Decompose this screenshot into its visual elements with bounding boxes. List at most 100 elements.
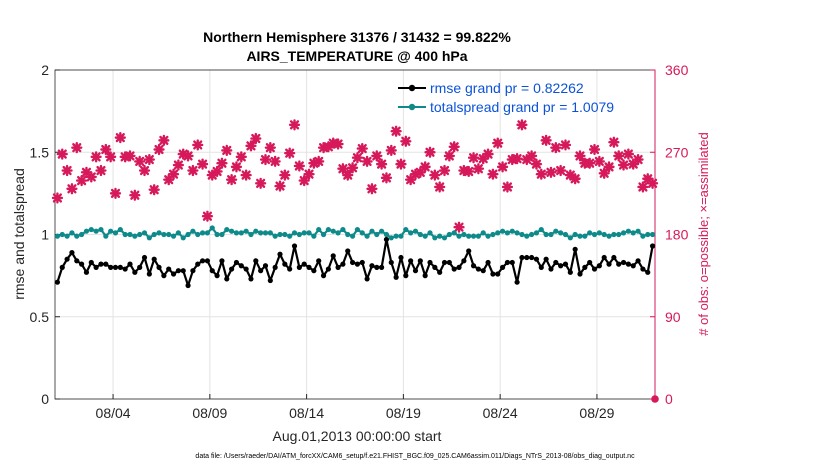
rmse-point xyxy=(558,263,564,269)
rmse-point xyxy=(635,258,641,264)
rmse-point xyxy=(538,264,544,270)
rmse-point xyxy=(509,259,515,266)
rmse-point xyxy=(543,256,549,262)
obs-marker xyxy=(371,150,383,162)
obs-marker xyxy=(492,137,504,149)
rmse-point xyxy=(291,243,298,249)
rmse-point xyxy=(470,263,477,269)
rmse-point xyxy=(499,264,506,270)
totalspread-point xyxy=(204,230,211,236)
totalspread-point xyxy=(427,230,433,236)
totalspread-point xyxy=(422,233,428,239)
totalspread-point xyxy=(587,230,593,236)
obs-marker xyxy=(443,150,455,162)
totalspread-point xyxy=(562,231,569,238)
obs-marker xyxy=(250,132,262,145)
obs-marker xyxy=(259,153,272,166)
obs-marker xyxy=(574,150,586,162)
rmse-point xyxy=(374,264,380,270)
rmse-point xyxy=(185,282,191,289)
obs-marker xyxy=(51,192,64,204)
y-axis-label-right: # of obs: o=possible; ×=assimilated xyxy=(696,132,711,335)
rmse-point xyxy=(466,248,472,254)
rmse-point xyxy=(475,266,481,272)
totalspread-point xyxy=(538,226,544,233)
obs-marker xyxy=(100,143,112,156)
rmse-point xyxy=(562,261,569,267)
rmse-point xyxy=(446,259,452,266)
rmse-point xyxy=(335,264,341,270)
totalspread-point xyxy=(630,230,636,236)
obs-marker xyxy=(105,151,117,163)
totalspread-point xyxy=(166,231,172,238)
rmse-point xyxy=(93,264,99,270)
rmse-point xyxy=(485,259,491,266)
obs-marker xyxy=(405,174,417,186)
obs-marker xyxy=(622,148,635,160)
obs-marker xyxy=(230,161,243,173)
rmse-point xyxy=(170,271,177,277)
obs-marker xyxy=(429,169,441,181)
totalspread-point xyxy=(514,230,520,236)
rmse-point xyxy=(451,266,457,272)
legend-rmse-marker xyxy=(408,84,416,92)
rmse-point xyxy=(572,246,578,252)
x-tick-label: 08/09 xyxy=(192,405,227,421)
totalspread-point xyxy=(209,225,215,231)
rmse-point xyxy=(141,254,148,261)
rmse-point xyxy=(620,259,627,266)
totalspread-point xyxy=(320,231,327,238)
totalspread-point xyxy=(582,233,588,239)
rmse-point xyxy=(83,269,90,275)
obs-marker xyxy=(264,142,276,154)
totalspread-point xyxy=(88,226,94,233)
totalspread-point xyxy=(127,231,133,238)
y-tick-label-left: 0 xyxy=(41,391,49,407)
totalspread-point xyxy=(253,228,259,234)
totalspread-point xyxy=(330,228,336,234)
rmse-point xyxy=(495,271,501,277)
totalspread-point xyxy=(388,235,394,241)
totalspread-point xyxy=(645,231,651,238)
obs-marker xyxy=(501,181,514,193)
totalspread-point xyxy=(558,230,564,236)
totalspread-point xyxy=(161,231,167,238)
totalspread-point xyxy=(369,228,375,234)
rmse-point xyxy=(567,269,573,275)
rmse-point xyxy=(253,258,259,264)
obs-marker xyxy=(390,125,402,137)
totalspread-point xyxy=(151,231,157,238)
totalspread-point xyxy=(83,228,90,234)
obs-marker xyxy=(71,142,83,154)
rmse-point xyxy=(175,268,181,274)
rmse-point xyxy=(248,276,254,282)
rmse-point xyxy=(432,264,438,270)
rmse-point xyxy=(199,258,206,264)
rmse-point xyxy=(577,271,583,277)
rmse-point xyxy=(388,259,394,266)
obs-marker xyxy=(375,158,388,170)
totalspread-point xyxy=(156,230,162,236)
totalspread-point xyxy=(567,235,573,241)
totalspread-point xyxy=(446,231,452,238)
obs-marker xyxy=(206,169,218,181)
x-tick-label: 08/24 xyxy=(483,405,518,421)
rmse-point xyxy=(88,259,94,266)
obs-marker xyxy=(434,181,446,193)
rmse-point xyxy=(320,273,327,279)
obs-marker xyxy=(627,158,639,170)
rmse-point xyxy=(456,264,462,270)
totalspread-point xyxy=(141,230,148,236)
totalspread-point xyxy=(480,230,486,236)
totalspread-point xyxy=(519,231,525,238)
rmse-point xyxy=(64,256,70,262)
totalspread-point xyxy=(248,231,254,238)
rmse-point xyxy=(601,254,607,261)
totalspread-point xyxy=(132,233,138,239)
rmse-point xyxy=(480,268,486,274)
x-tick-label: 08/04 xyxy=(96,405,131,421)
rmse-point xyxy=(151,256,157,262)
obs-marker xyxy=(269,155,281,168)
rmse-point xyxy=(461,258,467,264)
obs-marker xyxy=(332,138,344,150)
